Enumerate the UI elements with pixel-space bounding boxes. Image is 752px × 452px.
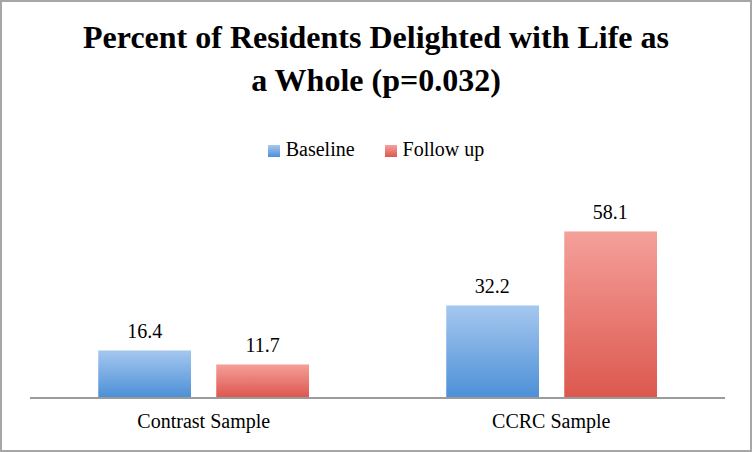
category-label-ccrc: CCRC Sample [378, 410, 726, 433]
bar-value-label: 58.1 [593, 201, 628, 224]
category-group-contrast: 16.4 11.7 [30, 192, 378, 397]
bar-followup-ccrc [564, 231, 657, 397]
barwrap-followup-ccrc: 58.1 [564, 201, 657, 397]
legend: Baseline Follow up [2, 138, 750, 161]
legend-label-followup: Follow up [403, 138, 485, 161]
chart-title-text: Percent of Residents Delighted with Life… [76, 16, 676, 102]
chart-frame: Percent of Residents Delighted with Life… [0, 0, 752, 452]
bar-baseline-ccrc [446, 305, 539, 397]
legend-item-baseline: Baseline [268, 138, 355, 161]
bar-value-label: 11.7 [246, 334, 280, 357]
bar-followup-contrast [216, 364, 309, 397]
legend-swatch-followup-icon [385, 145, 397, 157]
legend-item-followup: Follow up [385, 138, 485, 161]
legend-swatch-baseline-icon [268, 145, 280, 157]
bar-baseline-contrast [98, 350, 191, 397]
x-axis-labels: Contrast Sample CCRC Sample [30, 410, 725, 433]
barwrap-followup-contrast: 11.7 [216, 334, 309, 397]
category-label-contrast: Contrast Sample [30, 410, 378, 433]
barwrap-baseline-contrast: 16.4 [98, 320, 191, 397]
bar-value-label: 32.2 [475, 275, 510, 298]
bar-value-label: 16.4 [127, 320, 162, 343]
legend-label-baseline: Baseline [286, 138, 355, 161]
category-group-ccrc: 32.2 58.1 [378, 192, 726, 397]
barwrap-baseline-ccrc: 32.2 [446, 275, 539, 397]
chart-title: Percent of Residents Delighted with Life… [2, 16, 750, 102]
plot-area: 16.4 11.7 32.2 58.1 [30, 192, 725, 399]
